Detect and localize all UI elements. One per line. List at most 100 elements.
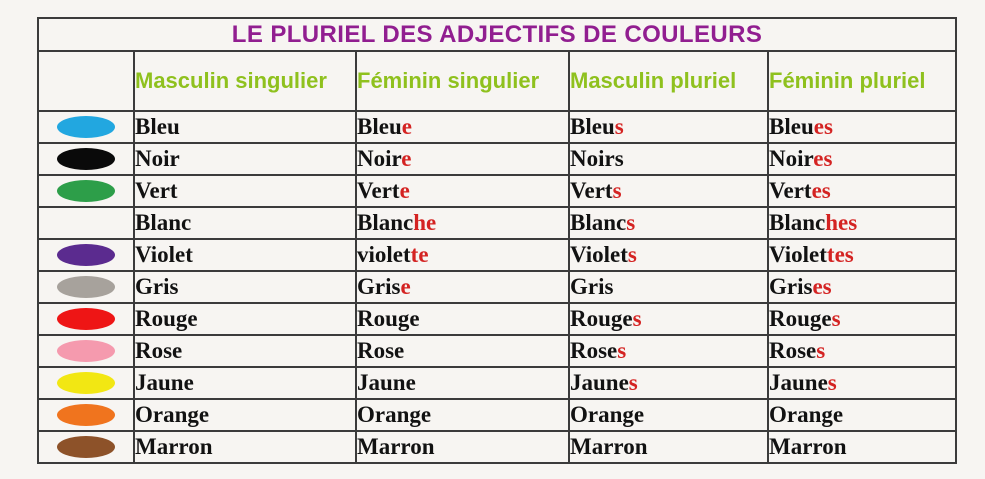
color-adjectives-table: LE PLURIEL DES ADJECTIFS DE COULEURS Mas… (36, 17, 958, 464)
masculin-pluriel-cell: Gris (568, 270, 769, 304)
word-base: Vert (135, 178, 178, 203)
swatch-cell (37, 334, 135, 368)
masculin-singulier-cell: Jaune (133, 366, 357, 400)
word-base: Rouge (769, 306, 832, 331)
word-base: Marron (135, 434, 213, 459)
feminin-pluriel-cell: Marron (766, 430, 958, 464)
gris-swatch (57, 276, 115, 298)
word-red-ending: e (401, 114, 412, 139)
table-row-orange: Orange Orange Orange Orange (37, 398, 958, 432)
word-red-ending: te (410, 242, 429, 267)
word-base: Rouge (135, 306, 198, 331)
masculin-pluriel-cell: Noirs (568, 142, 769, 176)
feminin-singulier-cell: Bleue (355, 110, 570, 144)
marron-swatch (57, 436, 115, 458)
feminin-singulier-cell: Noire (355, 142, 570, 176)
column-header: Masculin pluriel (568, 50, 769, 112)
feminin-singulier-cell: Rose (355, 334, 570, 368)
word-base: Blanc (135, 210, 192, 235)
word-base: violet (357, 242, 411, 267)
swatch-cell (37, 174, 135, 208)
swatch-cell (37, 398, 135, 432)
word-base: Bleu (135, 114, 180, 139)
masculin-pluriel-cell: Jaunes (568, 366, 769, 400)
word-red-ending: es (813, 114, 833, 139)
swatch-cell (37, 430, 135, 464)
masculin-singulier-cell: Bleu (133, 110, 357, 144)
word-red-ending: es (813, 146, 833, 171)
word-base: Jaune (357, 370, 416, 395)
feminin-pluriel-cell: Grises (766, 270, 958, 304)
masculin-pluriel-cell: Violets (568, 238, 769, 272)
word-red-ending: hes (825, 210, 858, 235)
table-row-rose: Rose Rose Roses Roses (37, 334, 958, 368)
word-red-ending: s (816, 338, 826, 363)
column-header: Masculin singulier (133, 50, 357, 112)
column-header: Féminin pluriel (766, 50, 958, 112)
table-row-jaune: Jaune Jaune Jaunes Jaunes (37, 366, 958, 400)
orange-swatch (57, 404, 115, 426)
word-base: Marron (357, 434, 435, 459)
word-base: Noirs (570, 146, 624, 171)
feminin-singulier-cell: violette (355, 238, 570, 272)
word-red-ending: s (827, 370, 837, 395)
word-red-ending: s (831, 306, 841, 331)
word-red-ending: s (612, 178, 622, 203)
word-base: Jaune (769, 370, 828, 395)
word-base: Rose (135, 338, 183, 363)
word-base: Bleu (357, 114, 402, 139)
table-row-violet: Violet violette Violets Violettes (37, 238, 958, 272)
word-base: Vert (357, 178, 400, 203)
word-base: Marron (570, 434, 648, 459)
word-red-ending: e (401, 146, 412, 171)
table-row-vert: Vert Verte Verts Vertes (37, 174, 958, 208)
word-base: Violet (769, 242, 827, 267)
word-red-ending: he (413, 210, 437, 235)
word-red-ending: s (617, 338, 627, 363)
swatch-cell (37, 238, 135, 272)
masculin-pluriel-cell: Roses (568, 334, 769, 368)
masculin-singulier-cell: Rose (133, 334, 357, 368)
worksheet: LE PLURIEL DES ADJECTIFS DE COULEURS Mas… (36, 17, 958, 464)
word-base: Orange (357, 402, 432, 427)
feminin-pluriel-cell: Jaunes (766, 366, 958, 400)
word-base: Orange (769, 402, 844, 427)
bleu-swatch (57, 116, 115, 138)
noir-swatch (57, 148, 115, 170)
feminin-pluriel-cell: Bleues (766, 110, 958, 144)
feminin-pluriel-cell: Violettes (766, 238, 958, 272)
masculin-pluriel-cell: Rouges (568, 302, 769, 336)
word-base: Gris (357, 274, 401, 299)
feminin-singulier-cell: Grise (355, 270, 570, 304)
masculin-singulier-cell: Vert (133, 174, 357, 208)
feminin-pluriel-cell: Orange (766, 398, 958, 432)
word-base: Rose (357, 338, 405, 363)
title-row: LE PLURIEL DES ADJECTIFS DE COULEURS (36, 17, 958, 52)
word-red-ending: s (632, 306, 642, 331)
table-row-noir: Noir Noire Noirs Noires (37, 142, 958, 176)
word-base: Noir (135, 146, 180, 171)
word-base: Vert (769, 178, 812, 203)
word-red-ending: es (812, 274, 832, 299)
masculin-pluriel-cell: Blancs (568, 206, 769, 240)
word-base: Violet (570, 242, 628, 267)
word-base: Gris (769, 274, 813, 299)
feminin-singulier-cell: Marron (355, 430, 570, 464)
masculin-singulier-cell: Rouge (133, 302, 357, 336)
word-base: Gris (570, 274, 614, 299)
masculin-singulier-cell: Marron (133, 430, 357, 464)
page-title: LE PLURIEL DES ADJECTIFS DE COULEURS (36, 17, 958, 52)
masculin-pluriel-cell: Orange (568, 398, 769, 432)
word-base: Blanc (570, 210, 627, 235)
word-base: Orange (570, 402, 645, 427)
feminin-singulier-cell: Rouge (355, 302, 570, 336)
masculin-singulier-cell: Orange (133, 398, 357, 432)
feminin-pluriel-cell: Blanches (766, 206, 958, 240)
word-red-ending: es (811, 178, 831, 203)
word-red-ending: s (626, 210, 636, 235)
swatch-cell (37, 206, 135, 240)
feminin-pluriel-cell: Rouges (766, 302, 958, 336)
word-base: Jaune (135, 370, 194, 395)
masculin-singulier-cell: Noir (133, 142, 357, 176)
table-row-marron: Marron Marron Marron Marron (37, 430, 958, 464)
